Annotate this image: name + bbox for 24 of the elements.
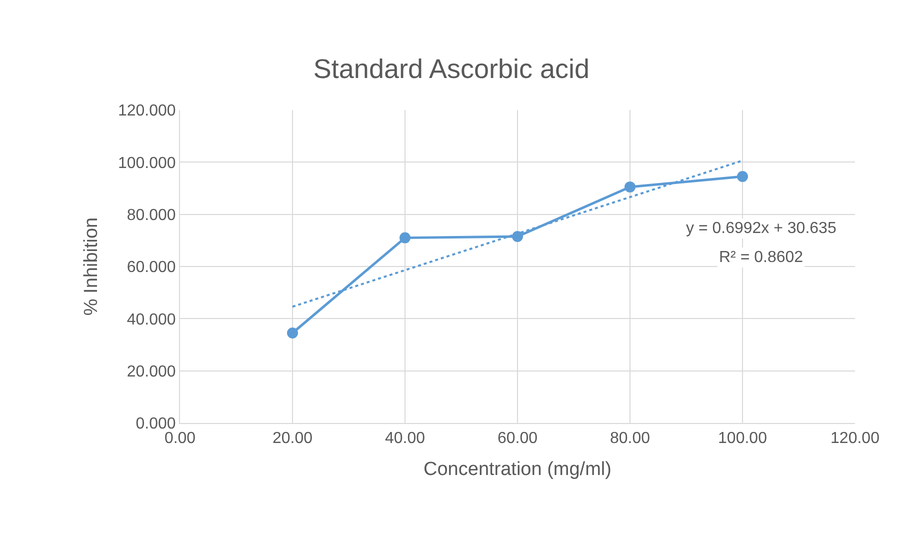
y-tick-label: 20.000 (126, 363, 176, 380)
x-tick-label: 100.00 (718, 430, 768, 448)
x-tick-label: 60.00 (497, 430, 538, 448)
point (737, 171, 748, 182)
point (512, 231, 523, 242)
point (624, 181, 636, 192)
y-tick-label: 120.000 (118, 102, 176, 120)
x-tick-label: 20.00 (272, 430, 313, 448)
annotation: R² = 0.8602 (719, 249, 804, 266)
x-axis-title: Concentration (mg/ml) (424, 459, 612, 480)
x-tick-label: 0.00 (164, 430, 196, 448)
y-axis-title: % Inhibition (80, 217, 102, 316)
y-tick-label: 60.000 (126, 259, 176, 276)
y-tick-label: 40.000 (126, 311, 176, 328)
y-tick-label: 80.000 (126, 206, 176, 224)
y-tick-label: 100.000 (118, 154, 176, 172)
x-tick-label: 40.00 (384, 430, 426, 448)
x-tick-label: 80.00 (610, 430, 650, 448)
x-tick-label: 120.00 (830, 430, 880, 448)
y-tick-label: 0.000 (136, 416, 176, 433)
annotation: y = 0.6992x + 30.635 (686, 220, 836, 237)
point (287, 328, 298, 339)
chart-title: Standard Ascorbic acid (313, 54, 590, 84)
point (400, 232, 410, 244)
